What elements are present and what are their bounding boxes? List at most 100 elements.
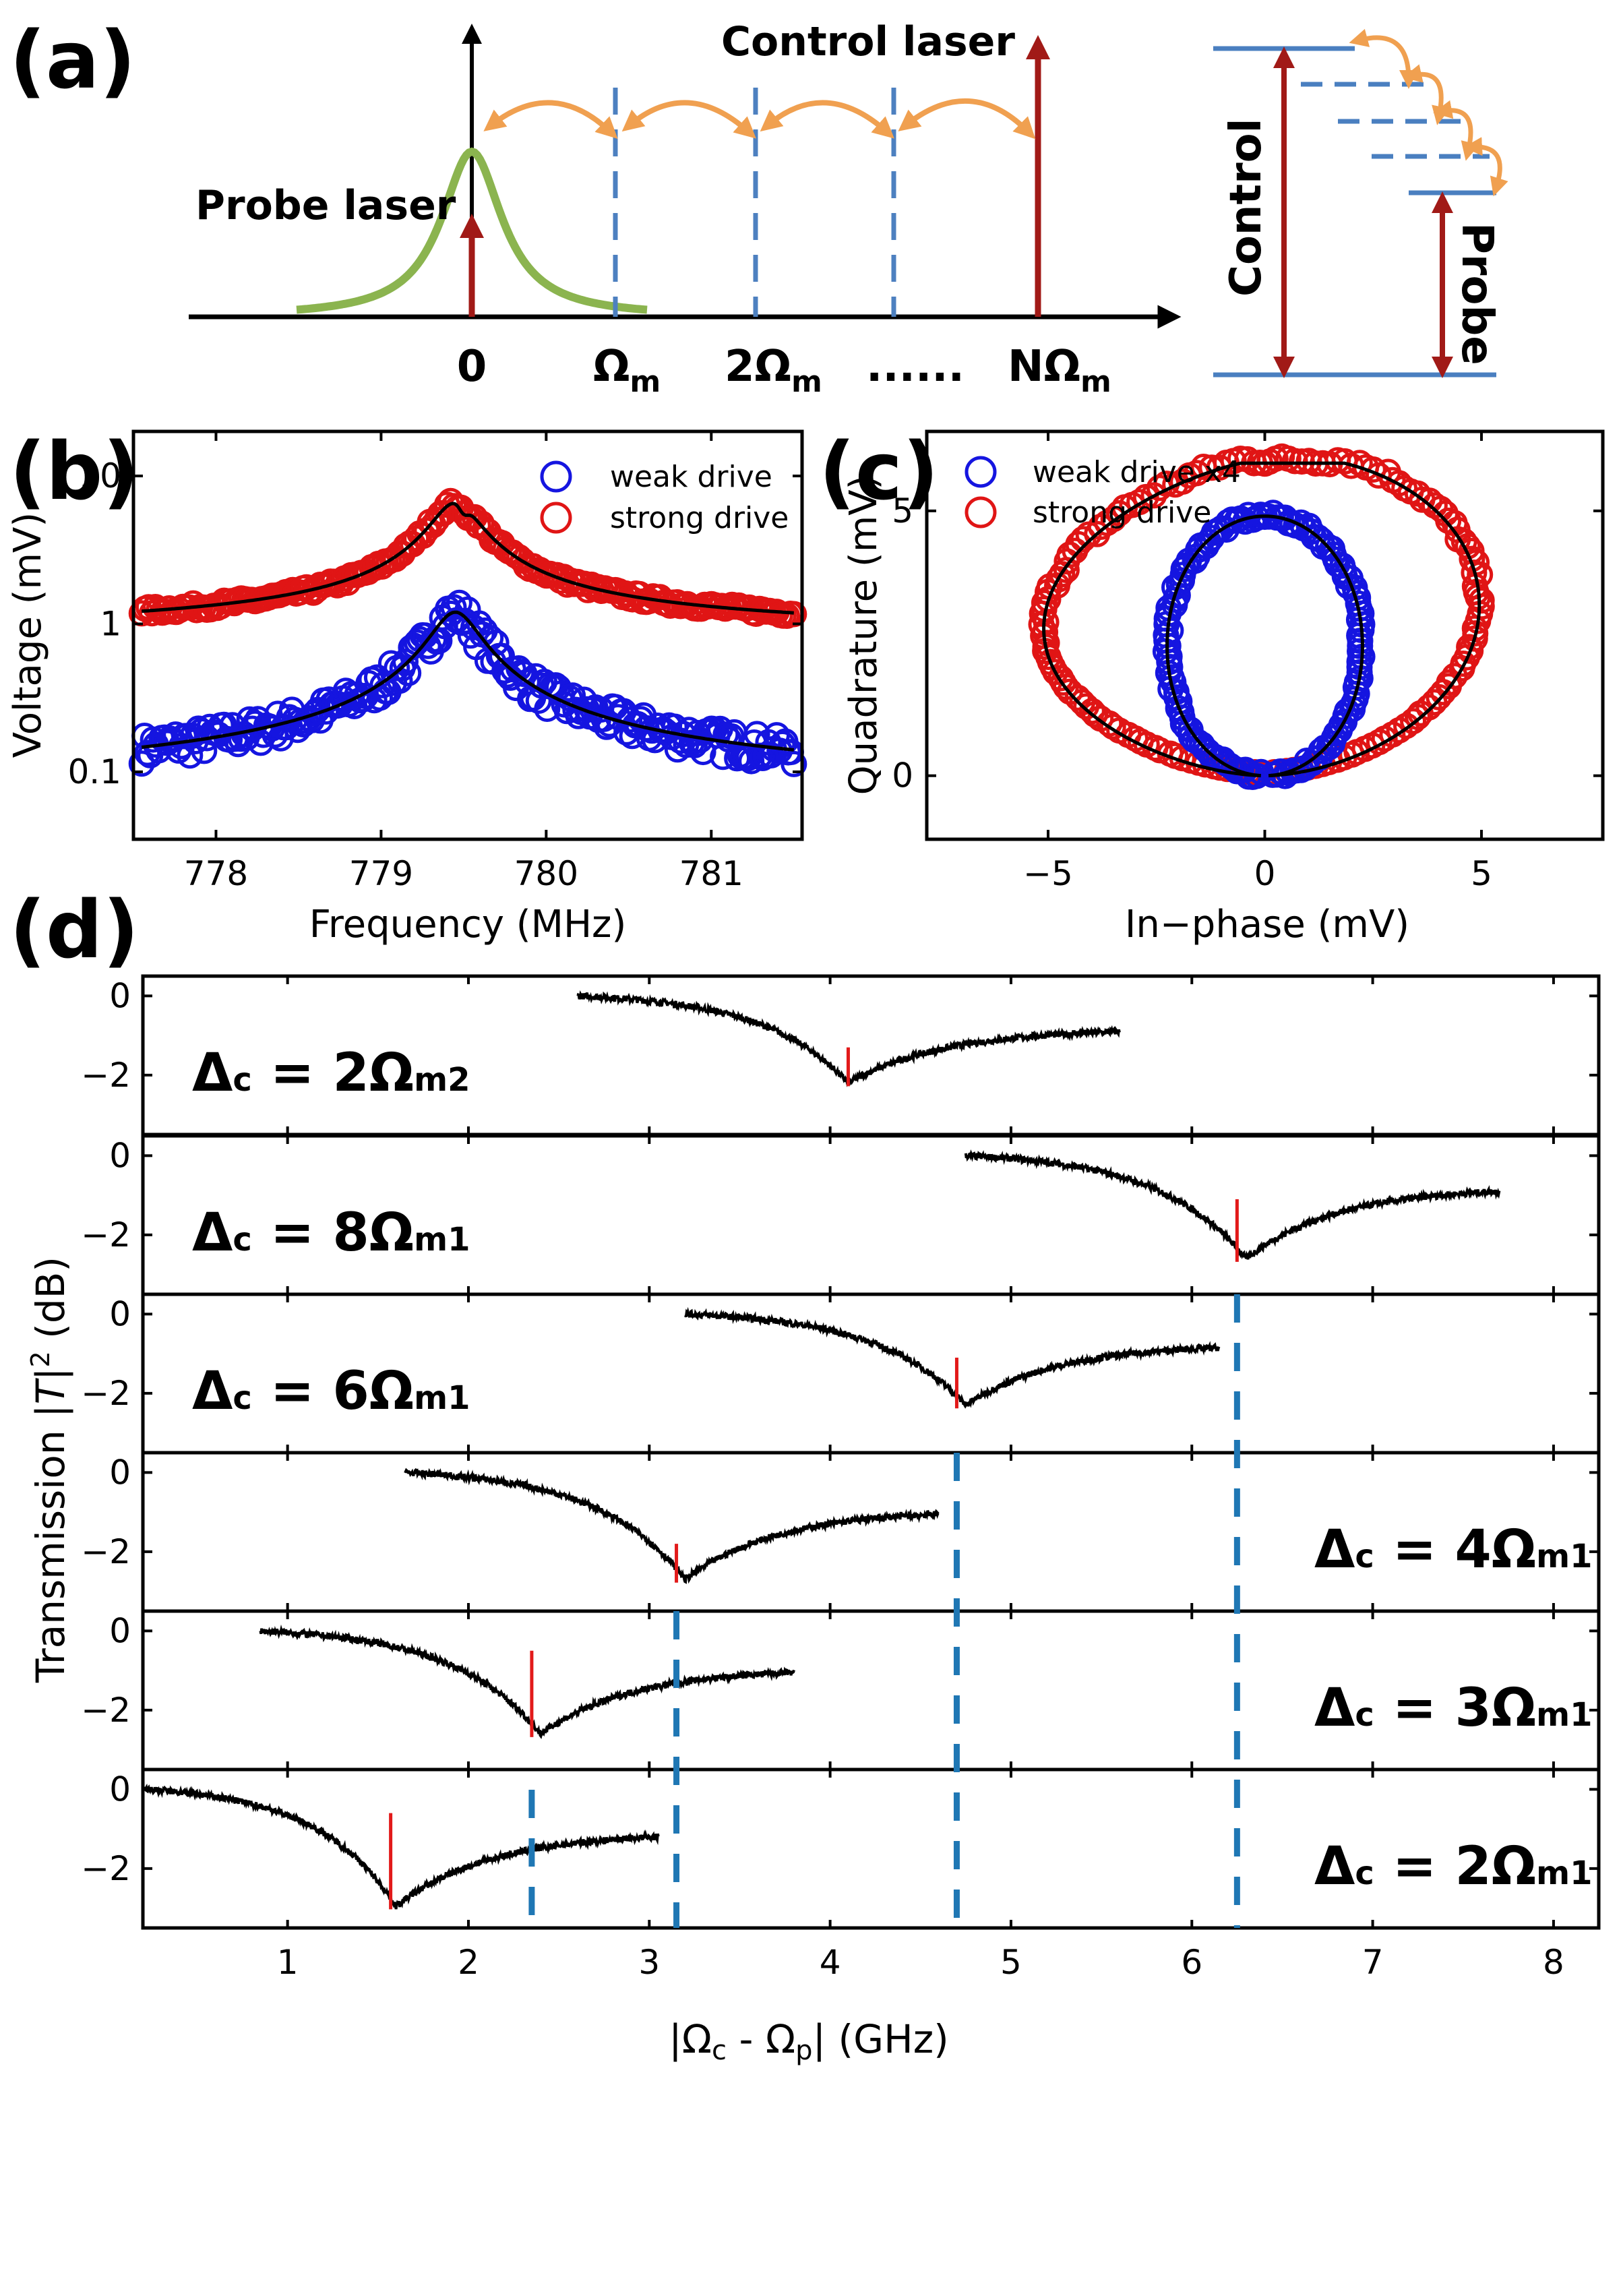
coupling-arc-4: [898, 98, 1036, 140]
x-tick-label: 0: [1254, 854, 1276, 893]
legend-marker-strong: [540, 502, 572, 534]
y-tick-label: −2: [81, 1532, 131, 1571]
x-tick-label: 6: [1181, 1943, 1202, 1982]
data-point: [392, 648, 419, 675]
level-coupling-arc-1: [1349, 28, 1418, 89]
legend-label-strong-c: strong drive: [1033, 495, 1211, 530]
y-tick-label: −2: [81, 1056, 131, 1095]
data-point: [1169, 469, 1196, 495]
panel-d-label: (d): [9, 883, 139, 976]
panel-d-plot: 0 −2 Δc = 2Ωm2 0 −2 Δc = 8Ωm1 0 −2 Δc = 6Ωm1 0 −2 Δ…: [81, 974, 1601, 1930]
subpanel-frame: [141, 1768, 1601, 1930]
y-tick-label: −2: [81, 1849, 131, 1888]
level-probe-label: Probe: [1452, 222, 1502, 365]
x-tick-label: 4: [820, 1943, 841, 1982]
subpanel-condition-label: Δc = 2Ωm2: [192, 1043, 470, 1104]
data-point: [1105, 500, 1132, 526]
subpanel-condition-label: Δc = 6Ωm1: [192, 1361, 470, 1422]
subpanel-3: 0 −2 Δc = 6Ωm1: [81, 1292, 1601, 1455]
transmission-trace: [964, 1149, 1501, 1260]
transmission-trace: [684, 1306, 1221, 1409]
data-point: [781, 601, 807, 628]
series-weak-markers-c: [1152, 500, 1376, 790]
subpanel-6: 0 −2 Δc = 2Ωm1: [81, 1768, 1601, 1930]
panel-b-frame: [131, 429, 804, 841]
y-tick-label: 0: [109, 1294, 131, 1333]
panel-c: (c) −5 0 5 05 In−phase (mV) Quadrature (mV…: [819, 425, 1605, 946]
tick-zero: 0: [457, 342, 487, 392]
y-tick-label: −2: [81, 1691, 131, 1730]
level-control-label: Control: [1221, 118, 1271, 297]
panel-c-label: (c): [819, 425, 939, 518]
data-point: [1400, 708, 1426, 735]
tick-2-omega-m: 2Ωm: [725, 342, 822, 399]
legend-label-strong: strong drive: [610, 501, 789, 535]
data-point: [1459, 545, 1486, 572]
panel-b-ylabel: Voltage (mV): [6, 512, 50, 758]
subpanel-condition-label: Δc = 4Ωm1: [1314, 1519, 1593, 1580]
legend-marker-weak: [540, 460, 572, 493]
series-strong-markers-c: [1028, 443, 1495, 786]
x-tick-label: 781: [679, 854, 743, 893]
y-tick-label: 5: [892, 491, 913, 531]
x-tick-label: −5: [1023, 854, 1073, 893]
panel-c-xlabel: In−phase (mV): [1125, 903, 1409, 946]
panel-a: (a) Probe laser Control laser 0 Ωm 2Ωm .…: [9, 13, 1508, 399]
y-tick-label: −2: [81, 1215, 131, 1255]
coupling-arc-3: [760, 100, 894, 139]
x-tick-label: 8: [1543, 1943, 1564, 1982]
panel-c-ylabel: Quadrature (mV): [842, 475, 886, 795]
y-tick-label: 0: [109, 1611, 131, 1650]
y-tick-label: −2: [81, 1374, 131, 1413]
level-coupling-arc-4: [1463, 137, 1508, 197]
panel-c-plot: [1028, 443, 1495, 790]
data-point: [177, 742, 204, 769]
data-point: [1126, 489, 1153, 516]
panel-c-legend: weak drive x4 strong drive: [965, 455, 1241, 530]
legend-marker-strong-c: [965, 496, 997, 528]
y-tick-label: 0: [109, 976, 131, 1015]
probe-laser-label: Probe laser: [195, 182, 456, 229]
y-tick-label: 0: [109, 1453, 131, 1492]
data-point: [781, 750, 807, 777]
panel-b-plot: [128, 487, 807, 777]
panel-b-legend: weak drive strong drive: [540, 460, 789, 535]
y-tick-label: 0: [109, 1136, 131, 1175]
transmission-trace: [404, 1468, 940, 1584]
x-tick-label: 5: [1000, 1943, 1022, 1982]
legend-label-weak-x4: weak drive x4: [1033, 455, 1241, 489]
coupling-arc-1: [483, 100, 618, 139]
x-tick-label: 2: [458, 1943, 479, 1982]
panel-c-x-ticks: −5 0 5: [1023, 431, 1492, 893]
subpanel-condition-label: Δc = 3Ωm1: [1314, 1678, 1593, 1739]
level-coupling-arc-3: [1433, 100, 1479, 161]
x-tick-label: 779: [349, 854, 413, 893]
coupling-arc-2: [621, 100, 756, 139]
subpanel-2: 0 −2 Δc = 8Ωm1: [81, 1134, 1601, 1296]
x-tick-label: 7: [1362, 1943, 1384, 1982]
fit-curve-weak-c: [1165, 514, 1364, 778]
x-tick-label: 5: [1471, 854, 1492, 893]
panel-d-ylabel: Transmission |T|2 (dB): [26, 1257, 73, 1683]
subpanel-5: 0 −2 Δc = 3Ωm1: [81, 1609, 1601, 1772]
level-coupling-arc-2: [1403, 64, 1450, 125]
tick-ellipsis: ......: [866, 342, 965, 392]
axis-tick-labels: 0 Ωm 2Ωm ...... NΩm: [457, 342, 1111, 399]
y-tick-label: 1: [100, 605, 121, 644]
panel-d: (d) 0 −2 Δc = 2Ωm2 0 −2 Δc = 8Ωm1 0 −2 Δc = 6Ωm1…: [9, 883, 1601, 2066]
data-point: [1035, 586, 1062, 613]
y-tick-label: 0.1: [67, 752, 121, 791]
subpanel-1: 0 −2 Δc = 2Ωm2: [81, 974, 1601, 1137]
fit-curve-strong-c: [1042, 461, 1481, 778]
tick-n-omega-m: NΩm: [1008, 342, 1111, 399]
panel-b-xlabel: Frequency (MHz): [309, 903, 627, 946]
control-laser-label: Control laser: [721, 18, 1015, 65]
data-point: [1070, 526, 1097, 553]
legend-label-weak: weak drive: [610, 460, 772, 494]
y-tick-label: 10: [78, 456, 121, 495]
panel-c-y-ticks: 05: [892, 491, 1603, 795]
panel-d-x-ticks: 1 2 3 4 5 6 7 8: [277, 1943, 1564, 1982]
fit-curve-strong: [141, 502, 794, 615]
